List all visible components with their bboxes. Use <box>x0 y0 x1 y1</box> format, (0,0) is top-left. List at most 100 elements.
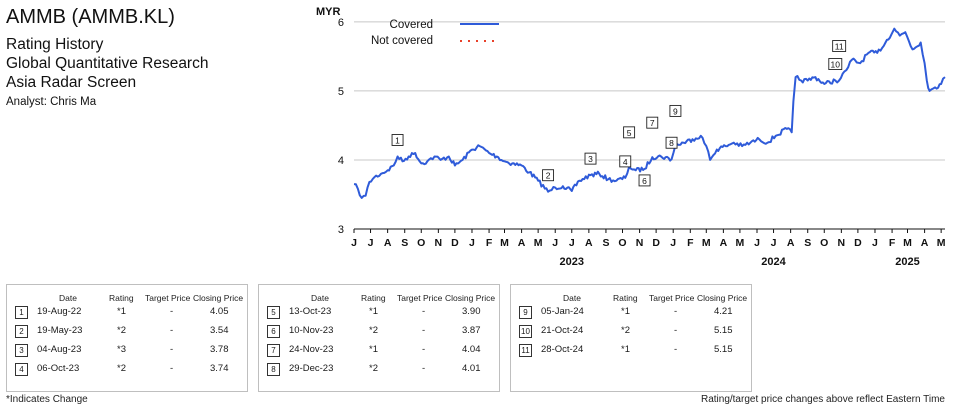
x-tick-label: M <box>736 237 745 249</box>
x-tick-label: J <box>754 237 760 249</box>
x-tick-label: J <box>351 237 357 249</box>
y-tick-label: 3 <box>338 224 344 236</box>
table-header-cell: Target Price <box>649 293 695 303</box>
footnote-timezone: Rating/target price changes above reflec… <box>700 394 945 405</box>
analyst-name: Analyst: Chris Ma <box>6 96 97 108</box>
row-number-box: 2 <box>15 325 28 338</box>
table-row: 1 19-Aug-22 *1 - 4.05 <box>7 304 247 322</box>
closing-price-cell: 4.05 <box>210 306 229 317</box>
x-tick-label: M <box>937 237 946 249</box>
date-cell: 13-Oct-23 <box>289 306 332 317</box>
table-header-cell: Rating <box>613 293 638 303</box>
closing-price-cell: 3.87 <box>462 325 481 336</box>
rating-marker-box <box>584 152 597 165</box>
closing-price-cell: 4.01 <box>462 363 481 374</box>
table-row: 7 24-Nov-23 *1 - 4.04 <box>259 342 499 360</box>
x-tick-label: J <box>872 237 878 249</box>
rating-marker-label: 8 <box>669 138 674 148</box>
x-tick-label: O <box>820 237 828 249</box>
rating-cell: *3 <box>117 344 126 355</box>
x-tick-label: J <box>368 237 374 249</box>
row-number-box: 1 <box>15 306 28 319</box>
rating-cell: *1 <box>117 306 126 317</box>
target-price-cell: - <box>422 306 426 317</box>
rating-marker-box <box>828 58 843 70</box>
rating-cell: *2 <box>369 325 378 336</box>
x-tick-label: M <box>702 237 711 249</box>
x-tick-label: A <box>384 237 392 249</box>
rating-cell: *2 <box>369 363 378 374</box>
table-header-cell: Closing Price <box>193 293 244 303</box>
date-cell: 06-Oct-23 <box>37 363 80 374</box>
date-cell: 29-Dec-23 <box>289 363 334 374</box>
x-tick-label: S <box>401 237 408 249</box>
rating-marker-box <box>638 174 651 187</box>
closing-price-cell: 3.90 <box>462 306 481 317</box>
x-tick-label: O <box>417 237 425 249</box>
rating-marker-box <box>669 104 682 117</box>
target-price-cell: - <box>422 363 426 374</box>
table-row: 11 28-Oct-24 *1 - 5.15 <box>511 342 751 360</box>
rating-table: Date Rating Target Price Closing Price 9 05-J… <box>510 284 752 392</box>
target-price-cell: - <box>422 325 426 336</box>
rating-marker-box <box>623 126 636 139</box>
table-header-cell: Target Price <box>397 293 443 303</box>
subtitle-rating-history: Rating History <box>6 36 104 53</box>
x-tick-label: A <box>585 237 593 249</box>
subtitle-screen: Asia Radar Screen <box>6 74 137 91</box>
x-tick-label: A <box>518 237 526 249</box>
row-number-box: 9 <box>519 306 532 319</box>
date-cell: 21-Oct-24 <box>541 325 584 336</box>
x-tick-label: J <box>552 237 558 249</box>
x-tick-label: J <box>469 237 475 249</box>
table-header-cell: Date <box>563 293 581 303</box>
rating-cell: *1 <box>369 306 378 317</box>
closing-price-cell: 5.15 <box>714 325 733 336</box>
target-price-cell: - <box>422 344 426 355</box>
y-tick-label: 6 <box>338 17 344 29</box>
date-cell: 24-Nov-23 <box>289 344 334 355</box>
rating-marker-label: 5 <box>627 128 632 138</box>
x-tick-label: D <box>652 237 660 249</box>
rating-cell: *1 <box>621 306 630 317</box>
table-row: 3 04-Aug-23 *3 - 3.78 <box>7 342 247 360</box>
closing-price-cell: 4.04 <box>462 344 481 355</box>
x-tick-label: J <box>569 237 575 249</box>
table-row: 8 29-Dec-23 *2 - 4.01 <box>259 361 499 379</box>
legend-not-covered-label: Not covered <box>371 35 433 47</box>
rating-cell: *2 <box>117 325 126 336</box>
table-row: 4 06-Oct-23 *2 - 3.74 <box>7 361 247 379</box>
target-price-cell: - <box>170 363 174 374</box>
rating-marker-box <box>646 116 659 129</box>
rating-marker-label: 3 <box>588 154 593 164</box>
date-cell: 28-Oct-24 <box>541 344 584 355</box>
table-header-cell: Closing Price <box>445 293 496 303</box>
rating-marker-box <box>391 134 404 146</box>
closing-price-cell: 3.54 <box>210 325 229 336</box>
x-tick-label: F <box>889 237 896 249</box>
x-tick-label: A <box>921 237 929 249</box>
row-number-box: 3 <box>15 344 28 357</box>
x-tick-label: A <box>720 237 728 249</box>
x-tick-label: N <box>838 237 846 249</box>
rating-table: Date Rating Target Price Closing Price 5 13-O… <box>258 284 500 392</box>
table-header-cell: Closing Price <box>697 293 748 303</box>
target-price-cell: - <box>674 306 678 317</box>
legend-covered-label: Covered <box>390 19 433 31</box>
row-number-box: 4 <box>15 363 28 376</box>
rating-marker-label: 2 <box>546 171 551 181</box>
x-tick-label: F <box>687 237 694 249</box>
table-row: 10 21-Oct-24 *2 - 5.15 <box>511 323 751 341</box>
rating-cell: *1 <box>621 344 630 355</box>
table-row: 5 13-Oct-23 *1 - 3.90 <box>259 304 499 322</box>
rating-marker-label: 4 <box>623 157 628 167</box>
rating-marker-label: 1 <box>395 135 400 145</box>
date-cell: 19-May-23 <box>37 325 83 336</box>
target-price-cell: - <box>674 325 678 336</box>
year-label: 2024 <box>761 256 786 268</box>
closing-price-cell: 3.74 <box>210 363 229 374</box>
date-cell: 19-Aug-22 <box>37 306 82 317</box>
rating-marker-box <box>542 169 555 182</box>
x-tick-label: J <box>670 237 676 249</box>
